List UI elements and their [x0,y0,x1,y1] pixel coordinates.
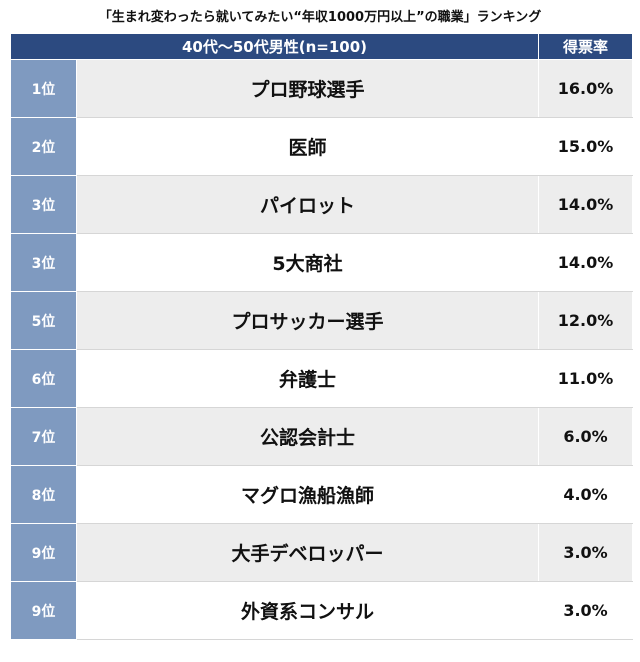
rank-cell: 9位 [10,581,77,640]
value-header: 得票率 [538,33,633,60]
percentage-cell: 3.0% [538,523,633,582]
percentage-cell: 11.0% [538,349,633,408]
table-row: 7位 公認会計士 6.0% [10,407,633,466]
table-row: 3位 5大商社 14.0% [10,233,633,292]
occupation-cell: 弁護士 [76,349,539,408]
ranking-table: 40代〜50代男性(n=100) 得票率 1位 プロ野球選手 16.0% 2位 医師 15… [10,33,633,640]
table-row: 3位 パイロット 14.0% [10,175,633,234]
ranking-body: 1位 プロ野球選手 16.0% 2位 医師 15.0% 3位 パイロット 14.0% 3位 5大商社… [10,59,633,640]
rank-cell: 8位 [10,465,77,524]
rank-cell: 5位 [10,291,77,350]
occupation-cell: 外資系コンサル [76,581,539,640]
rank-cell: 3位 [10,175,77,234]
occupation-cell: プロ野球選手 [76,59,539,118]
rank-cell: 2位 [10,117,77,176]
group-header: 40代〜50代男性(n=100) [10,33,539,60]
occupation-cell: プロサッカー選手 [76,291,539,350]
table-row: 9位 大手デベロッパー 3.0% [10,523,633,582]
rank-cell: 3位 [10,233,77,292]
table-row: 8位 マグロ漁船漁師 4.0% [10,465,633,524]
percentage-cell: 14.0% [538,233,633,292]
percentage-cell: 3.0% [538,581,633,640]
rank-cell: 7位 [10,407,77,466]
rank-cell: 6位 [10,349,77,408]
occupation-cell: 5大商社 [76,233,539,292]
occupation-cell: パイロット [76,175,539,234]
occupation-cell: 医師 [76,117,539,176]
percentage-cell: 16.0% [538,59,633,118]
percentage-cell: 4.0% [538,465,633,524]
chart-title: 「生まれ変わったら就いてみたい“年収1000万円以上”の職業」ランキング [98,10,542,25]
table-row: 2位 医師 15.0% [10,117,633,176]
occupation-cell: 大手デベロッパー [76,523,539,582]
occupation-cell: マグロ漁船漁師 [76,465,539,524]
table-row: 9位 外資系コンサル 3.0% [10,581,633,640]
rank-cell: 9位 [10,523,77,582]
table-row: 6位 弁護士 11.0% [10,349,633,408]
percentage-cell: 12.0% [538,291,633,350]
table-row: 1位 プロ野球選手 16.0% [10,59,633,118]
percentage-cell: 14.0% [538,175,633,234]
table-header-row: 40代〜50代男性(n=100) 得票率 [10,33,633,60]
table-row: 5位 プロサッカー選手 12.0% [10,291,633,350]
occupation-cell: 公認会計士 [76,407,539,466]
rank-cell: 1位 [10,59,77,118]
percentage-cell: 6.0% [538,407,633,466]
percentage-cell: 15.0% [538,117,633,176]
